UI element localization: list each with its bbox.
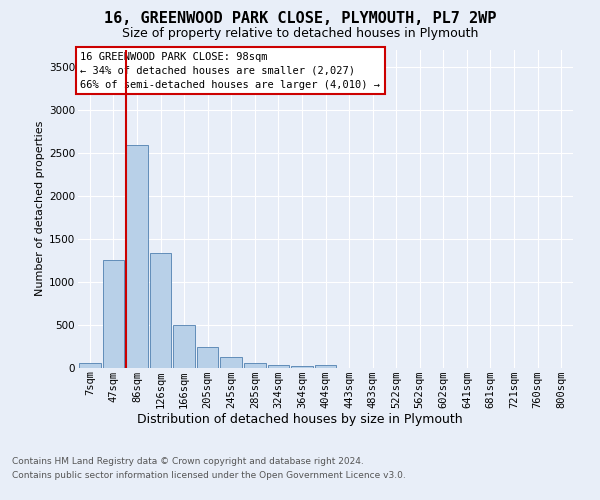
Text: Size of property relative to detached houses in Plymouth: Size of property relative to detached ho… <box>122 28 478 40</box>
Text: Contains HM Land Registry data © Crown copyright and database right 2024.: Contains HM Land Registry data © Crown c… <box>12 458 364 466</box>
Bar <box>197 348 218 368</box>
Bar <box>173 324 195 368</box>
Bar <box>314 366 337 368</box>
Bar <box>268 365 289 368</box>
Y-axis label: Number of detached properties: Number of detached properties <box>35 121 45 296</box>
Bar <box>244 363 266 368</box>
Text: Distribution of detached houses by size in Plymouth: Distribution of detached houses by size … <box>137 412 463 426</box>
Bar <box>291 366 313 368</box>
Bar <box>79 363 101 368</box>
Bar <box>149 252 172 368</box>
Bar <box>126 145 148 368</box>
Bar <box>103 260 124 368</box>
Bar <box>220 357 242 368</box>
Text: 16 GREENWOOD PARK CLOSE: 98sqm
← 34% of detached houses are smaller (2,027)
66% : 16 GREENWOOD PARK CLOSE: 98sqm ← 34% of … <box>80 52 380 90</box>
Text: 16, GREENWOOD PARK CLOSE, PLYMOUTH, PL7 2WP: 16, GREENWOOD PARK CLOSE, PLYMOUTH, PL7 … <box>104 11 496 26</box>
Text: Contains public sector information licensed under the Open Government Licence v3: Contains public sector information licen… <box>12 471 406 480</box>
